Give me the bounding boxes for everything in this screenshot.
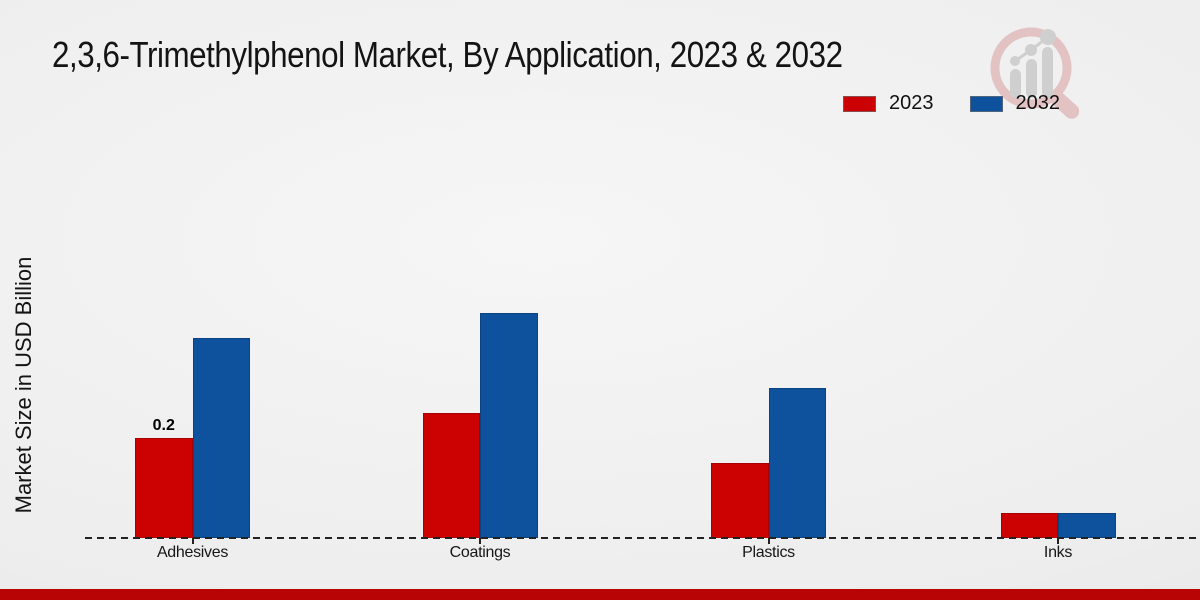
bar-2032-plastics bbox=[768, 388, 826, 538]
legend: 2023 2032 bbox=[843, 92, 1060, 115]
x-tick-plastics bbox=[767, 538, 770, 544]
bar-2023-plastics bbox=[711, 463, 769, 538]
bar-2032-adhesives bbox=[192, 338, 250, 538]
x-tick-adhesives bbox=[191, 538, 194, 544]
category-label-plastics: Plastics bbox=[742, 544, 795, 561]
category-label-coatings: Coatings bbox=[449, 544, 511, 561]
bar-2023-adhesives bbox=[135, 438, 193, 538]
brand-watermark-icon bbox=[985, 22, 1089, 125]
legend-label-2023: 2023 bbox=[889, 92, 934, 114]
x-tick-inks bbox=[1057, 538, 1059, 544]
chart-title: 2,3,6-Trimethylphenol Market, By Applica… bbox=[52, 34, 843, 75]
bar-value-label: 0.2 bbox=[152, 417, 175, 434]
legend-swatch-2032 bbox=[969, 95, 1003, 112]
bar-2023-coatings bbox=[422, 413, 480, 538]
x-tick-coatings bbox=[479, 538, 481, 544]
legend-item-2023: 2023 bbox=[843, 92, 934, 115]
bar-2023-inks bbox=[1000, 513, 1058, 538]
category-label-adhesives: Adhesives bbox=[156, 544, 229, 561]
legend-swatch-2023 bbox=[843, 95, 876, 112]
bar-2032-inks bbox=[1058, 513, 1116, 538]
bar-2032-coatings bbox=[480, 313, 538, 538]
legend-item-2032: 2032 bbox=[969, 92, 1061, 115]
legend-label-2032: 2032 bbox=[1015, 92, 1061, 114]
footer-accent-band bbox=[0, 589, 1200, 600]
category-label-inks: Inks bbox=[1043, 544, 1073, 561]
x-axis-baseline bbox=[85, 537, 1198, 539]
